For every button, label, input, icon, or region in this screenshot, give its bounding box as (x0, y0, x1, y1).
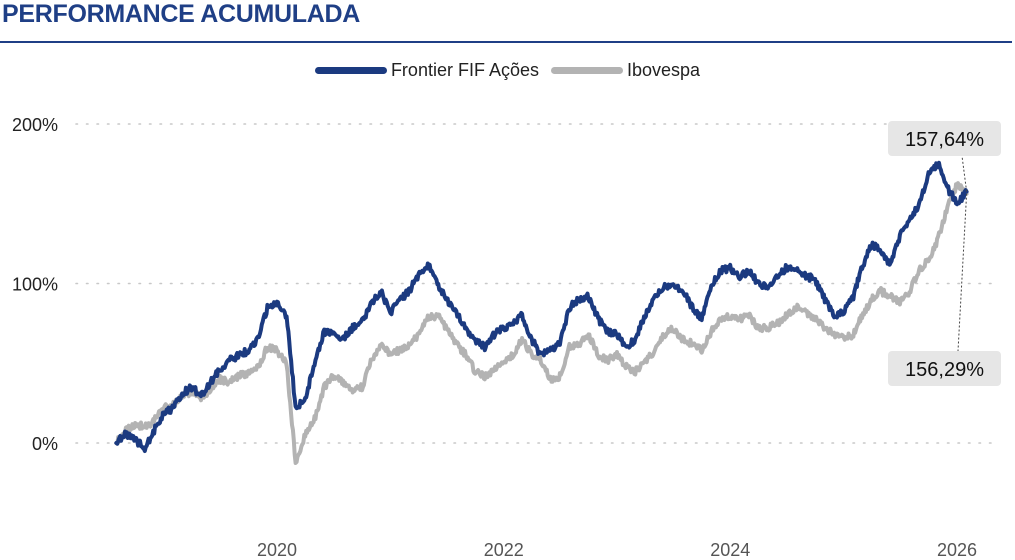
callout-label-index: 156,29% (905, 359, 984, 381)
y-tick-label: 0% (32, 434, 58, 454)
title-underline (0, 41, 1012, 43)
legend-label-fund: Frontier FIF Ações (390, 60, 539, 80)
legend-label-index: Ibovespa (626, 60, 701, 80)
x-tick-label: 2026 (937, 540, 977, 560)
callout-leader-fund (961, 155, 968, 192)
legend-item-index[interactable]: Ibovespa (550, 60, 701, 81)
legend-item-fund[interactable]: Frontier FIF Ações (314, 60, 539, 81)
legend-swatch-fund (314, 67, 387, 74)
chart-legend: Frontier FIF Ações Ibovespa (0, 60, 1015, 81)
callout-label-fund: 157,64% (905, 129, 984, 151)
page-title: PERFORMANCE ACUMULADA (2, 0, 361, 28)
callout-box-index (888, 351, 1001, 386)
series-line-index (114, 181, 969, 465)
legend-swatch-index (550, 67, 623, 74)
callout-leader-index (957, 193, 968, 352)
x-tick-label: 2022 (484, 540, 524, 560)
x-tick-label: 2024 (710, 540, 750, 560)
y-tick-label: 200% (12, 115, 58, 135)
x-tick-label: 2020 (257, 540, 297, 560)
series-line-fund (114, 160, 969, 453)
callout-box-fund (888, 121, 1001, 156)
y-tick-label: 100% (12, 275, 58, 295)
